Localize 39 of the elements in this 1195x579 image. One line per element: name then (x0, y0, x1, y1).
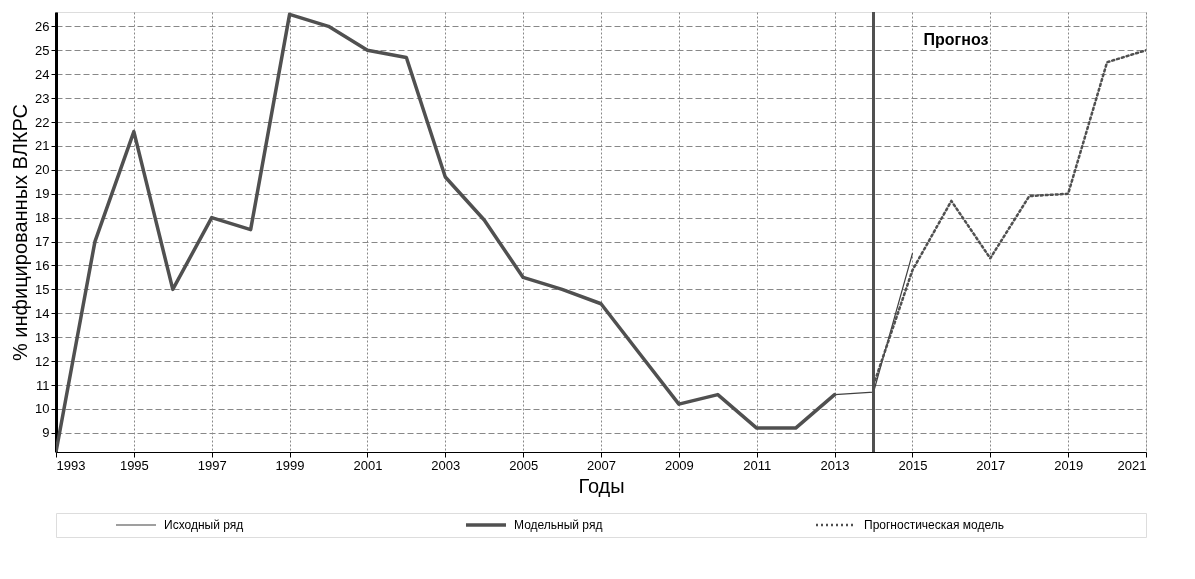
annotation: Прогноз (923, 31, 989, 48)
x-tick-label: 2013 (820, 457, 850, 473)
y-tick-label: 18 (35, 210, 50, 226)
y-tick-label: 10 (35, 401, 50, 417)
x-tick-label: 2009 (664, 457, 694, 473)
y-tick-label: 26 (35, 18, 50, 34)
y-tick-label: 19 (35, 186, 50, 202)
x-tick-label: 2001 (353, 457, 383, 473)
y-tick-label: 22 (35, 114, 50, 130)
y-tick-label: 17 (35, 234, 50, 250)
x-tick-label: 2011 (743, 457, 772, 473)
x-tick-label: 1999 (275, 457, 305, 473)
legend-label: Прогностическая модель (864, 518, 1004, 532)
y-tick-label: 11 (36, 377, 50, 393)
x-tick-label: 2017 (976, 457, 1006, 473)
y-tick-label: 12 (35, 353, 50, 369)
x-tick-label: 2019 (1054, 457, 1084, 473)
x-tick-label: 2015 (898, 457, 928, 473)
y-tick-label: 25 (35, 42, 50, 58)
y-tick-label: 21 (35, 138, 50, 154)
y-axis-title: % инфицированных ВЛКРС (9, 103, 32, 362)
y-tick-label: 24 (35, 66, 50, 82)
x-axis-title: Годы (578, 474, 625, 497)
x-tick-label: 2021 (1117, 457, 1147, 473)
y-tick-label: 16 (35, 257, 50, 273)
y-tick-label: 13 (35, 329, 50, 345)
y-tick-label: 23 (35, 90, 50, 106)
legend-label: Модельный ряд (514, 518, 603, 532)
y-tick-label: 14 (35, 305, 50, 321)
x-tick-label: 1995 (119, 457, 149, 473)
x-tick-label: 1993 (56, 457, 86, 473)
x-tick-label: 1997 (197, 457, 227, 473)
x-tick-label: 2005 (509, 457, 539, 473)
y-tick-label: 9 (42, 425, 50, 441)
y-tick-label: 20 (35, 162, 50, 178)
x-tick-label: 2003 (431, 457, 461, 473)
legend-label: Исходный ряд (164, 518, 244, 532)
y-tick-label: 15 (35, 281, 50, 297)
x-tick-label: 2007 (587, 457, 616, 473)
